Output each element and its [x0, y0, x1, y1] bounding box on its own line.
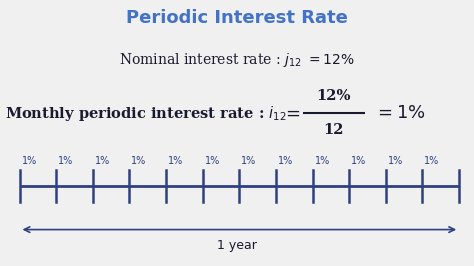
Text: 1%: 1%: [205, 156, 220, 166]
Text: 12: 12: [324, 123, 344, 137]
Text: 1%: 1%: [424, 156, 440, 166]
Text: 1%: 1%: [21, 156, 37, 166]
Text: Periodic Interest Rate: Periodic Interest Rate: [126, 9, 348, 27]
Text: $=1\%$: $=1\%$: [374, 104, 426, 122]
Text: 1%: 1%: [95, 156, 110, 166]
Text: 1 year: 1 year: [217, 239, 257, 252]
Text: 12%: 12%: [317, 89, 351, 103]
Text: Nominal interest rate : $j_{12}\ =12\%$: Nominal interest rate : $j_{12}\ =12\%$: [119, 51, 355, 69]
Text: 1%: 1%: [131, 156, 146, 166]
Text: $=$: $=$: [282, 104, 301, 122]
Text: 1%: 1%: [351, 156, 366, 166]
Text: 1%: 1%: [241, 156, 256, 166]
Text: 1%: 1%: [315, 156, 330, 166]
Text: 1%: 1%: [168, 156, 183, 166]
Text: Monthly periodic interest rate : $i_{12}$: Monthly periodic interest rate : $i_{12}…: [5, 104, 287, 123]
Text: 1%: 1%: [58, 156, 73, 166]
Text: 1%: 1%: [278, 156, 293, 166]
Text: 1%: 1%: [388, 156, 403, 166]
